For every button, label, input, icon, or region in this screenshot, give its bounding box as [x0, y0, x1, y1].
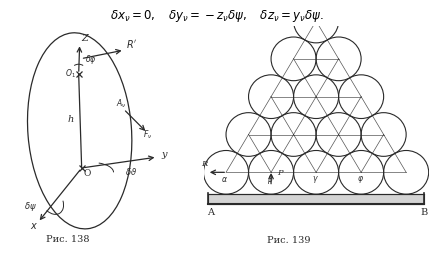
Text: $\alpha$: $\alpha$: [221, 176, 228, 185]
Text: Z: Z: [82, 34, 88, 43]
Text: B: B: [421, 208, 428, 217]
Text: Рис. 138: Рис. 138: [46, 235, 89, 244]
Text: $\delta x_\nu = 0, \quad \delta y_\nu = -z_\nu\delta\psi, \quad \delta z_\nu = y: $\delta x_\nu = 0, \quad \delta y_\nu = …: [110, 8, 323, 24]
Text: O: O: [84, 168, 91, 178]
Text: y: y: [162, 150, 167, 159]
Bar: [208, 194, 424, 204]
Text: Рис. 139: Рис. 139: [267, 236, 310, 245]
Text: A: A: [207, 208, 214, 217]
Text: P: P: [277, 168, 282, 177]
Text: $\delta\vartheta$: $\delta\vartheta$: [126, 166, 138, 177]
Text: R: R: [201, 160, 208, 168]
Text: $\delta\psi$: $\delta\psi$: [24, 200, 37, 213]
Text: $O_1$: $O_1$: [65, 67, 76, 80]
Text: $\delta\varphi$: $\delta\varphi$: [85, 53, 96, 66]
Text: h: h: [68, 115, 74, 124]
Text: $\gamma$: $\gamma$: [311, 174, 318, 185]
Text: $\varphi$: $\varphi$: [356, 174, 363, 185]
Text: $A_\nu$: $A_\nu$: [116, 98, 126, 110]
Text: $x$: $x$: [30, 221, 38, 231]
Text: $R'$: $R'$: [126, 38, 138, 50]
Text: $\beta$: $\beta$: [267, 173, 273, 186]
Text: $F_\nu$: $F_\nu$: [143, 128, 153, 141]
